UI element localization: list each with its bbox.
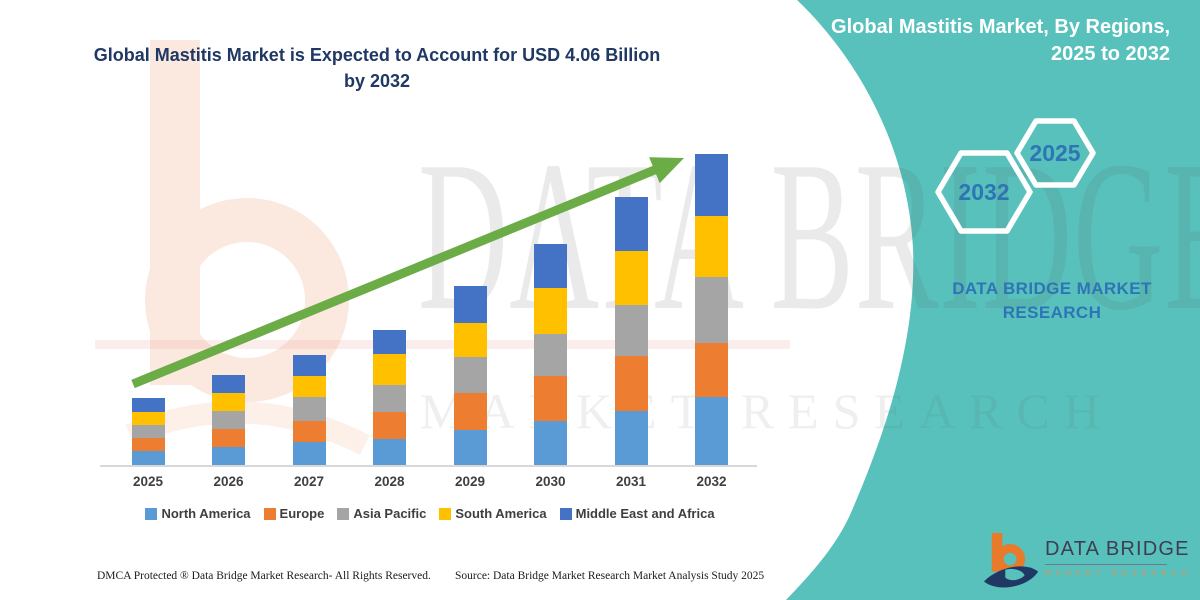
bar-segment-europe xyxy=(292,421,326,442)
logo-divider xyxy=(1045,564,1167,565)
x-axis-labels: 2025 2026 2027 2028 2029 2030 2031 2032 xyxy=(100,474,760,494)
legend-item-middle-east-and-africa: Middle East and Africa xyxy=(559,506,715,521)
bar-segment-south-america xyxy=(212,393,245,411)
bar-segment-south-america xyxy=(614,251,648,305)
bar-segment-asia-pacific xyxy=(292,397,326,421)
bars-group xyxy=(100,140,760,465)
x-axis-label-2026: 2026 xyxy=(213,474,244,489)
hexagon-year-2032: 2032 xyxy=(958,179,1010,205)
x-axis-label-2025: 2025 xyxy=(132,474,164,489)
bar-segment-north-america xyxy=(212,447,245,465)
bar-segment-middle-east-and-africa xyxy=(695,154,728,216)
bar-segment-asia-pacific xyxy=(453,357,487,393)
logo-text-block: DATA BRIDGE MARKET RESEARCH xyxy=(1045,538,1192,577)
legend-label: Europe xyxy=(279,506,325,521)
bar-segment-asia-pacific xyxy=(534,334,567,376)
hexagon-year-2025: 2025 xyxy=(1029,140,1081,166)
brand-caption: DATA BRIDGE MARKET RESEARCH xyxy=(952,279,1152,322)
x-axis-label-2027: 2027 xyxy=(293,474,325,489)
hexagon-2032 xyxy=(935,150,1033,234)
bar-segment-north-america xyxy=(292,442,326,465)
x-axis-label-2031: 2031 xyxy=(615,474,647,489)
x-axis-line xyxy=(100,465,757,467)
legend-swatch-icon xyxy=(145,507,158,520)
x-axis-label-2028: 2028 xyxy=(374,474,405,489)
company-logo: DATA BRIDGE MARKET RESEARCH xyxy=(984,530,1192,594)
bar-segment-middle-east-and-africa xyxy=(453,286,487,323)
x-axis-label-2029: 2029 xyxy=(454,474,486,489)
bar-segment-asia-pacific xyxy=(695,277,728,343)
chart-legend: North America Europe Asia Pacific South Ame… xyxy=(100,506,760,521)
report-title: Global Mastitis Market, By Regions, 2025… xyxy=(831,16,1170,65)
x-axis-label-2030: 2030 xyxy=(535,474,566,489)
stacked-bar-2031 xyxy=(614,197,648,465)
bar-segment-south-america xyxy=(292,376,326,397)
bar-segment-europe xyxy=(614,356,648,411)
bar-segment-asia-pacific xyxy=(212,411,245,429)
bar-segment-north-america xyxy=(453,430,487,465)
stacked-bar-2025 xyxy=(131,398,165,465)
legend-item-south-america: South America xyxy=(439,506,547,521)
bar-segment-europe xyxy=(373,412,406,439)
bar-segment-asia-pacific xyxy=(373,385,406,412)
hexagon-2025 xyxy=(1014,118,1096,188)
bar-segment-north-america xyxy=(131,451,165,465)
bar-segment-asia-pacific xyxy=(131,425,165,438)
logo-name: DATA BRIDGE xyxy=(1045,538,1190,560)
stacked-bar-2032 xyxy=(695,154,728,465)
stacked-bar-2029 xyxy=(453,286,487,465)
bar-segment-europe xyxy=(212,429,245,447)
bar-segment-north-america xyxy=(614,411,648,465)
bar-segment-north-america xyxy=(373,439,406,465)
legend-swatch-icon xyxy=(337,507,350,520)
source-citation-text: Source: Data Bridge Market Research Mark… xyxy=(455,570,765,582)
x-axis-label-2032: 2032 xyxy=(696,474,727,489)
legend-label: South America xyxy=(455,506,547,521)
stacked-bar-2026 xyxy=(212,375,245,465)
bar-segment-north-america xyxy=(695,397,728,465)
bar-segment-south-america xyxy=(131,412,165,425)
bar-segment-europe xyxy=(534,376,567,421)
legend-swatch-icon xyxy=(439,507,452,520)
bar-segment-europe xyxy=(695,343,728,397)
legend-swatch-icon xyxy=(263,507,276,520)
bar-segment-middle-east-and-africa xyxy=(131,398,165,412)
bar-segment-europe xyxy=(453,393,487,430)
legend-label: Middle East and Africa xyxy=(575,506,715,521)
legend-label: Asia Pacific xyxy=(353,506,427,521)
legend-item-europe: Europe xyxy=(263,506,325,521)
bar-segment-europe xyxy=(131,438,165,451)
bar-segment-south-america xyxy=(453,323,487,357)
bar-segment-middle-east-and-africa xyxy=(534,244,567,288)
legend-label: North America xyxy=(161,506,251,521)
stacked-bar-2028 xyxy=(373,330,406,465)
legend-item-north-america: North America xyxy=(145,506,251,521)
bar-segment-north-america xyxy=(534,421,567,465)
stacked-bar-chart: 2025 2026 2027 2028 2029 2030 2031 2032 xyxy=(100,140,760,489)
logo-tagline: MARKET RESEARCH xyxy=(1045,568,1192,577)
year-hexagons-graphic xyxy=(935,118,1096,234)
chart-title: Global Mastitis Market is Expected to Ac… xyxy=(93,45,661,92)
stacked-bar-2030 xyxy=(534,244,567,465)
bar-segment-south-america xyxy=(695,216,728,277)
bar-segment-middle-east-and-africa xyxy=(212,375,245,393)
legend-item-asia-pacific: Asia Pacific xyxy=(337,506,426,521)
bar-segment-middle-east-and-africa xyxy=(614,197,648,251)
logo-b-icon xyxy=(984,533,1039,588)
bar-segment-middle-east-and-africa xyxy=(373,330,406,354)
dmca-copyright-text: DMCA Protected ® Data Bridge Market Rese… xyxy=(97,570,431,582)
bar-segment-south-america xyxy=(373,354,406,385)
bar-segment-middle-east-and-africa xyxy=(292,355,326,376)
bar-segment-south-america xyxy=(534,288,567,334)
bar-segment-asia-pacific xyxy=(614,305,648,356)
legend-swatch-icon xyxy=(559,507,572,520)
stacked-bar-2027 xyxy=(292,355,326,465)
